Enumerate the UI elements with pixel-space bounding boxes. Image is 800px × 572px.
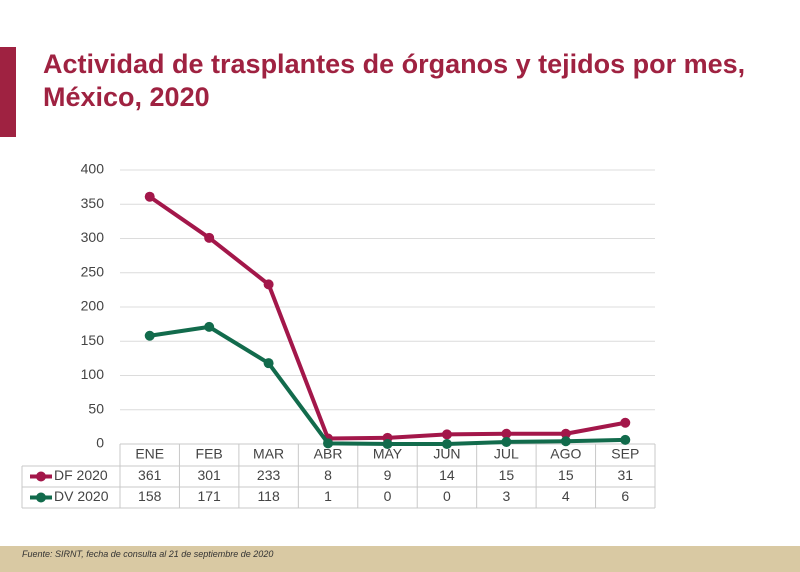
accent-bar: [0, 47, 16, 137]
x-tick-label: JUL: [494, 446, 519, 462]
x-tick-label: FEB: [196, 446, 223, 462]
table-value: 9: [384, 467, 392, 483]
data-point: [560, 428, 571, 439]
y-tick-label: 100: [81, 366, 105, 382]
data-point: [323, 438, 334, 449]
chart-title: Actividad de trasplantes de órganos y te…: [43, 49, 746, 112]
data-point: [620, 417, 631, 428]
x-tick-label: AGO: [550, 446, 581, 462]
table-value: 14: [439, 467, 455, 483]
table-value: 15: [558, 467, 574, 483]
table-value: 6: [621, 488, 629, 504]
data-point: [144, 330, 155, 341]
x-tick-label: ABR: [314, 446, 343, 462]
data-point: [204, 321, 215, 332]
data-point: [144, 191, 155, 202]
legend-label: DF 2020: [54, 467, 108, 483]
series-line: [148, 195, 626, 441]
y-tick-label: 250: [81, 263, 105, 279]
table-value: 118: [257, 488, 280, 504]
source-note: Fuente: SIRNT, fecha de consulta al 21 d…: [22, 549, 274, 559]
table-value: 8: [324, 467, 332, 483]
y-tick-label: 300: [81, 229, 105, 245]
x-tick-label: MAY: [373, 446, 403, 462]
table-value: 301: [197, 467, 221, 483]
data-point: [501, 436, 512, 447]
x-tick-label: SEP: [611, 446, 639, 462]
table-value: 3: [502, 488, 510, 504]
legend-marker: [36, 471, 46, 482]
table-value: 4: [562, 488, 570, 504]
table-value: 233: [257, 467, 281, 483]
legend-label: DV 2020: [54, 488, 109, 504]
series-line: [149, 324, 626, 446]
y-tick-label: 150: [81, 332, 105, 348]
table-value: 361: [138, 467, 162, 483]
y-tick-label: 50: [88, 400, 104, 416]
table-value: 0: [443, 488, 451, 504]
data-point: [441, 439, 452, 449]
table-value: 15: [499, 467, 515, 483]
table-value: 1: [324, 488, 332, 504]
data-point: [620, 434, 631, 445]
footer-band: [0, 546, 800, 572]
y-tick-label: 400: [81, 161, 105, 177]
y-tick-label: 0: [96, 435, 104, 451]
data-point: [441, 429, 452, 440]
x-tick-label: ENE: [135, 446, 164, 462]
y-tick-label: 200: [81, 298, 105, 314]
table-value: 0: [384, 488, 392, 504]
legend-marker: [36, 492, 46, 503]
data-point: [263, 279, 274, 290]
data-point: [204, 232, 215, 243]
data-point: [501, 428, 512, 439]
x-tick-label: MAR: [253, 446, 284, 462]
table-value: 31: [617, 467, 633, 483]
data-point: [382, 439, 393, 449]
y-tick-label: 350: [81, 195, 105, 211]
table-value: 158: [138, 488, 162, 504]
table-value: 171: [197, 488, 221, 504]
data-point: [560, 436, 571, 447]
data-point: [263, 358, 274, 369]
x-tick-label: JUN: [433, 446, 460, 462]
